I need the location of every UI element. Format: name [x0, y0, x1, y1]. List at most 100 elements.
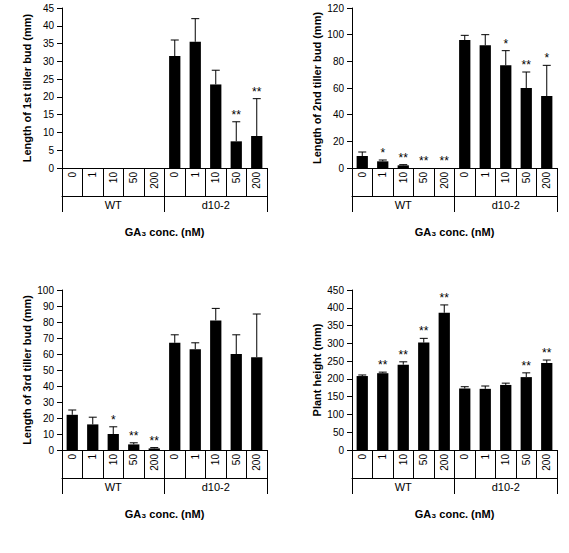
svg-text:80: 80 — [333, 56, 345, 67]
svg-text:30: 30 — [43, 56, 55, 67]
svg-text:25: 25 — [43, 74, 55, 85]
svg-text:60: 60 — [43, 349, 55, 360]
svg-text:20: 20 — [333, 136, 345, 147]
svg-text:200: 200 — [149, 454, 160, 471]
svg-text:GA₃ conc. (nM): GA₃ conc. (nM) — [125, 226, 205, 238]
svg-text:50: 50 — [521, 454, 532, 466]
svg-text:**: ** — [232, 108, 242, 122]
svg-text:WT: WT — [105, 199, 122, 211]
svg-text:5: 5 — [48, 145, 54, 156]
svg-text:**: ** — [522, 58, 532, 72]
svg-text:150: 150 — [327, 391, 344, 402]
svg-text:0: 0 — [48, 163, 54, 174]
svg-text:70: 70 — [43, 333, 55, 344]
svg-text:250: 250 — [327, 356, 344, 367]
svg-text:10: 10 — [210, 454, 221, 466]
svg-text:0: 0 — [338, 163, 344, 174]
svg-text:1: 1 — [480, 172, 491, 178]
svg-text:**: ** — [522, 359, 532, 373]
svg-text:200: 200 — [251, 454, 262, 471]
svg-text:50: 50 — [333, 427, 345, 438]
svg-text:0: 0 — [338, 445, 344, 456]
svg-text:d10-2: d10-2 — [202, 481, 230, 493]
svg-text:1: 1 — [377, 172, 388, 178]
svg-text:10: 10 — [398, 454, 409, 466]
svg-text:50: 50 — [231, 172, 242, 184]
svg-text:200: 200 — [541, 172, 552, 189]
svg-text:0: 0 — [357, 454, 368, 460]
svg-text:20: 20 — [43, 413, 55, 424]
svg-text:50: 50 — [418, 172, 429, 184]
svg-text:50: 50 — [128, 172, 139, 184]
svg-text:300: 300 — [327, 338, 344, 349]
svg-text:WT: WT — [395, 199, 412, 211]
svg-text:**: ** — [399, 151, 409, 165]
svg-text:**: ** — [252, 85, 262, 99]
svg-text:100: 100 — [37, 285, 54, 296]
svg-text:**: ** — [440, 291, 450, 305]
svg-text:Plant height (mm): Plant height (mm) — [311, 323, 323, 416]
svg-text:0: 0 — [67, 172, 78, 178]
svg-text:*: * — [544, 51, 549, 65]
svg-text:10: 10 — [500, 454, 511, 466]
svg-text:10: 10 — [500, 172, 511, 184]
svg-text:100: 100 — [327, 29, 344, 40]
svg-text:45: 45 — [43, 3, 55, 14]
svg-text:40: 40 — [43, 381, 55, 392]
svg-text:1: 1 — [190, 454, 201, 460]
svg-text:120: 120 — [327, 3, 344, 14]
svg-text:*: * — [111, 413, 116, 427]
svg-text:**: ** — [129, 429, 139, 443]
svg-text:1: 1 — [480, 454, 491, 460]
svg-text:1: 1 — [87, 454, 98, 460]
svg-text:*: * — [380, 146, 385, 160]
svg-text:35: 35 — [43, 38, 55, 49]
svg-text:0: 0 — [459, 172, 470, 178]
svg-text:0: 0 — [67, 454, 78, 460]
svg-text:d10-2: d10-2 — [492, 199, 520, 211]
svg-text:0: 0 — [169, 454, 180, 460]
svg-text:*: * — [503, 37, 508, 51]
svg-text:50: 50 — [43, 365, 55, 376]
svg-text:100: 100 — [327, 409, 344, 420]
svg-text:**: ** — [150, 434, 160, 448]
svg-text:80: 80 — [43, 317, 55, 328]
svg-text:d10-2: d10-2 — [202, 199, 230, 211]
svg-text:d10-2: d10-2 — [492, 481, 520, 493]
svg-text:200: 200 — [541, 454, 552, 471]
svg-text:GA₃ conc. (nM): GA₃ conc. (nM) — [415, 508, 495, 520]
svg-text:WT: WT — [395, 481, 412, 493]
svg-text:200: 200 — [439, 454, 450, 471]
svg-text:60: 60 — [333, 83, 345, 94]
svg-text:Length of 1st tiller bud (mm): Length of 1st tiller bud (mm) — [21, 13, 33, 162]
svg-text:1: 1 — [377, 454, 388, 460]
svg-text:10: 10 — [108, 172, 119, 184]
svg-text:1: 1 — [190, 172, 201, 178]
svg-text:90: 90 — [43, 301, 55, 312]
svg-text:Length of 3rd tiller bud (mm): Length of 3rd tiller bud (mm) — [21, 295, 33, 445]
svg-text:WT: WT — [105, 481, 122, 493]
svg-text:40: 40 — [333, 109, 345, 120]
svg-text:10: 10 — [398, 172, 409, 184]
svg-text:10: 10 — [210, 172, 221, 184]
svg-text:200: 200 — [439, 172, 450, 189]
svg-text:Length of 2nd tiller bud (mm): Length of 2nd tiller bud (mm) — [311, 12, 323, 164]
svg-text:**: ** — [440, 154, 450, 168]
svg-text:**: ** — [542, 346, 552, 360]
svg-text:200: 200 — [149, 172, 160, 189]
svg-text:**: ** — [419, 154, 429, 168]
svg-text:0: 0 — [169, 172, 180, 178]
svg-text:50: 50 — [418, 454, 429, 466]
svg-text:10: 10 — [43, 429, 55, 440]
svg-text:15: 15 — [43, 109, 55, 120]
svg-text:**: ** — [419, 324, 429, 338]
svg-text:GA₃ conc. (nM): GA₃ conc. (nM) — [125, 508, 205, 520]
svg-text:10: 10 — [43, 127, 55, 138]
svg-text:**: ** — [399, 348, 409, 362]
svg-text:**: ** — [378, 358, 388, 372]
svg-text:20: 20 — [43, 91, 55, 102]
svg-text:0: 0 — [48, 445, 54, 456]
svg-text:350: 350 — [327, 320, 344, 331]
svg-text:50: 50 — [128, 454, 139, 466]
svg-text:0: 0 — [357, 172, 368, 178]
